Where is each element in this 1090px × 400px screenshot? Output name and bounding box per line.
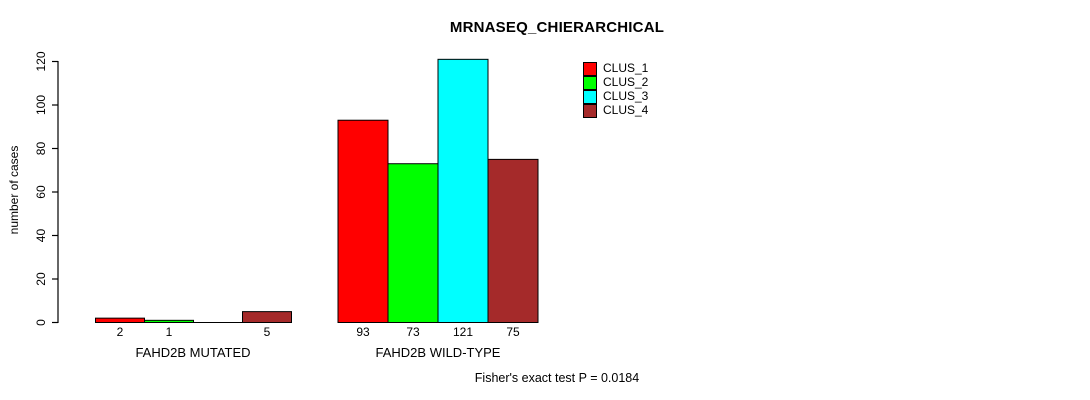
legend-item-clus1: CLUS_1 — [583, 61, 649, 76]
bar-CLUS_4-group1 — [487, 158, 539, 323]
y-axis-tick-label: 20 — [34, 272, 48, 286]
legend-item-clus2: CLUS_2 — [583, 75, 649, 90]
chart-title: MRNASEQ_CHIERARCHICAL — [449, 19, 665, 36]
bar-CLUS_1-group1 — [337, 119, 389, 323]
x-group-label-wildtype: FAHD2B WILD-TYPE — [375, 345, 501, 360]
y-axis-tick-label: 40 — [34, 229, 48, 243]
legend-item-clus3: CLUS_3 — [583, 89, 649, 104]
legend-label-clus4: CLUS_4 — [603, 103, 649, 117]
bar-value-label: 73 — [406, 325, 420, 339]
y-axis-tick-label: 120 — [34, 51, 48, 71]
bar-CLUS_2-group1 — [387, 163, 439, 323]
bar-CLUS_1-group0 — [95, 317, 145, 323]
y-axis-tick-label: 80 — [34, 142, 48, 156]
legend-label-clus3: CLUS_3 — [603, 89, 649, 103]
bar-value-label: 5 — [264, 325, 271, 339]
fisher-test-annotation: Fisher's exact test P = 0.0184 — [474, 371, 640, 385]
legend-swatch-clus4 — [583, 103, 597, 118]
legend-swatch-clus3 — [583, 89, 597, 104]
bar-value-label: 121 — [453, 325, 473, 339]
y-axis-tick-label: 0 — [34, 319, 48, 326]
bar-value-label: 75 — [506, 325, 520, 339]
bar-value-label: 2 — [117, 325, 124, 339]
bar-CLUS_4-group0 — [242, 311, 292, 323]
legend-label-clus2: CLUS_2 — [603, 75, 649, 89]
y-axis-tick-label: 60 — [34, 185, 48, 199]
legend-swatch-clus1 — [583, 61, 597, 76]
bar-CLUS_3-group1 — [437, 58, 489, 323]
legend-item-clus4: CLUS_4 — [583, 103, 649, 118]
bar-value-label: 1 — [166, 325, 173, 339]
y-axis-tick-label: 100 — [34, 95, 48, 115]
bar-CLUS_2-group0 — [144, 319, 194, 324]
legend-label-clus1: CLUS_1 — [603, 61, 649, 75]
bar-value-label: 93 — [356, 325, 370, 339]
legend-swatch-clus2 — [583, 75, 597, 90]
x-group-label-mutated: FAHD2B MUTATED — [135, 345, 251, 360]
legend: CLUS_1 CLUS_2 CLUS_3 CLUS_4 — [583, 61, 649, 118]
